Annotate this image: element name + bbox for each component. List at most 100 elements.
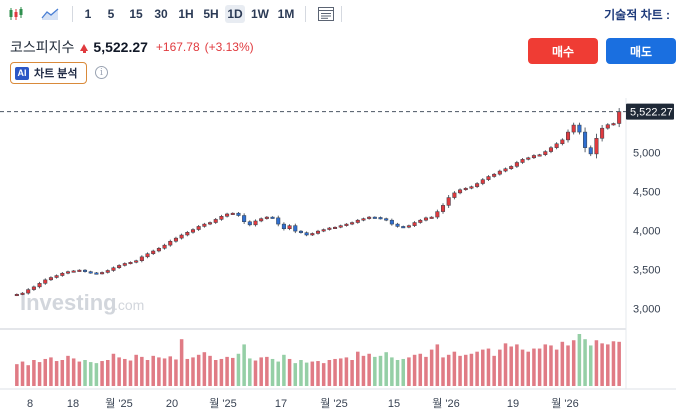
candle-body [509, 166, 514, 169]
volume-bar [407, 357, 411, 386]
volume-bar [213, 360, 218, 386]
toolbar-separator [341, 6, 342, 22]
volume-bar [299, 360, 303, 386]
volume-bar [196, 354, 201, 386]
last-price: 5,522.27 [93, 39, 148, 55]
volume-bar [236, 353, 241, 386]
candle-body [605, 124, 610, 129]
volume-bar [537, 348, 542, 386]
volume-bar [424, 356, 428, 386]
indicator-panel-icon[interactable] [316, 5, 336, 23]
technical-chart-link[interactable]: 기술적 차트 : [604, 8, 670, 22]
timeframe-1d[interactable]: 1D [225, 5, 245, 23]
candle-body [60, 272, 65, 276]
candle-body [548, 147, 553, 152]
timeframe-1m[interactable]: 1M [277, 7, 295, 21]
ai-icon: AI [15, 66, 29, 80]
candle-body [304, 232, 309, 236]
volume-bar [446, 354, 451, 386]
volume-bar [293, 363, 298, 386]
volume-bar [304, 362, 309, 386]
last-price-tag [626, 103, 674, 120]
x-tick-label: 월 '26 [551, 397, 579, 410]
candle-body [321, 229, 326, 232]
y-tick-label: 3,500 [633, 264, 661, 276]
volume-bar [219, 358, 224, 386]
candle-body [105, 270, 110, 273]
volume-bar [54, 361, 59, 386]
volume-bar [242, 344, 246, 386]
timeframe-15[interactable]: 15 [129, 7, 143, 21]
candle-body [100, 272, 105, 275]
volume-bar [520, 349, 525, 386]
volume-bar [384, 352, 388, 386]
timeframe-30[interactable]: 30 [154, 7, 168, 21]
candle-body [156, 248, 161, 252]
candle-body [225, 213, 230, 217]
volume-bar [225, 356, 229, 386]
chart-canvas[interactable]: Investing.com 3,000 3,500 4,000 4,500 5,000 5,… [0, 98, 676, 414]
candle-body [452, 192, 457, 198]
watermark-logo: Investing [20, 290, 117, 315]
candle-body [577, 124, 582, 133]
volume-bar [140, 356, 144, 386]
candle-body [350, 222, 355, 225]
x-tick-label: 17 [275, 398, 287, 410]
timeframe-1h[interactable]: 1H [178, 7, 194, 21]
y-tick-label: 4,500 [633, 186, 661, 198]
volume-bar [554, 349, 559, 386]
volume-bar [49, 357, 53, 386]
volume-bar [185, 358, 190, 386]
volume-bar [157, 357, 161, 386]
candle-body [344, 223, 349, 226]
info-icon[interactable]: i [95, 66, 108, 79]
candle-body [566, 131, 571, 141]
candle-body [458, 189, 463, 194]
candle-body [389, 219, 394, 225]
candle-body [418, 219, 423, 223]
buy-button[interactable]: 매수 [528, 38, 598, 64]
volume-bar [373, 356, 377, 386]
candle-body [128, 262, 133, 265]
candle-body [134, 260, 139, 263]
candle-body [338, 225, 343, 228]
volume-bar [270, 358, 275, 386]
volume-bar [526, 351, 531, 386]
volume-bar [503, 343, 508, 386]
volume-bar [231, 357, 235, 386]
timeframe-5[interactable]: 5 [107, 7, 115, 21]
timeframe-1w[interactable]: 1W [251, 7, 269, 21]
toolbar-separator [72, 6, 73, 22]
candle-body [270, 216, 275, 219]
price-chart[interactable]: Investing .com 3,000 3,500 4,000 4,500 5,000 5,… [0, 98, 676, 414]
up-arrow-icon [80, 43, 89, 53]
timeframe-1[interactable]: 1 [84, 7, 92, 21]
ai-chart-analysis-button[interactable]: AI 차트 분석 [10, 62, 87, 84]
volume-bar [128, 360, 133, 386]
x-tick-label: 15 [388, 398, 400, 410]
x-tick-label: 월 '26 [432, 397, 460, 410]
candlestick-chart-icon[interactable] [6, 5, 26, 23]
price-change-percent: (+3.13%) [204, 40, 254, 54]
candle-body [526, 157, 531, 160]
candle-body [168, 240, 173, 246]
volume-bar [515, 344, 519, 386]
area-chart-icon[interactable] [40, 5, 60, 23]
candle-body [48, 277, 53, 281]
sell-button[interactable]: 매도 [606, 38, 676, 64]
candle-body [253, 220, 258, 226]
volume-bar [401, 358, 405, 386]
candle-body [281, 223, 286, 230]
volume-bar [117, 357, 121, 386]
candle-body [480, 179, 485, 184]
candle-body [43, 279, 48, 284]
candle-body [440, 205, 446, 212]
volume-bar [492, 355, 496, 386]
ai-chart-analysis-label: 차트 분석 [34, 68, 78, 80]
timeframe-5h[interactable]: 5H [203, 7, 219, 21]
x-tick-label: 월 '25 [209, 397, 237, 410]
candle-body [571, 124, 576, 133]
candle-body [497, 170, 502, 175]
volume-bar [174, 359, 178, 386]
x-tick-label: 8 [27, 398, 33, 410]
